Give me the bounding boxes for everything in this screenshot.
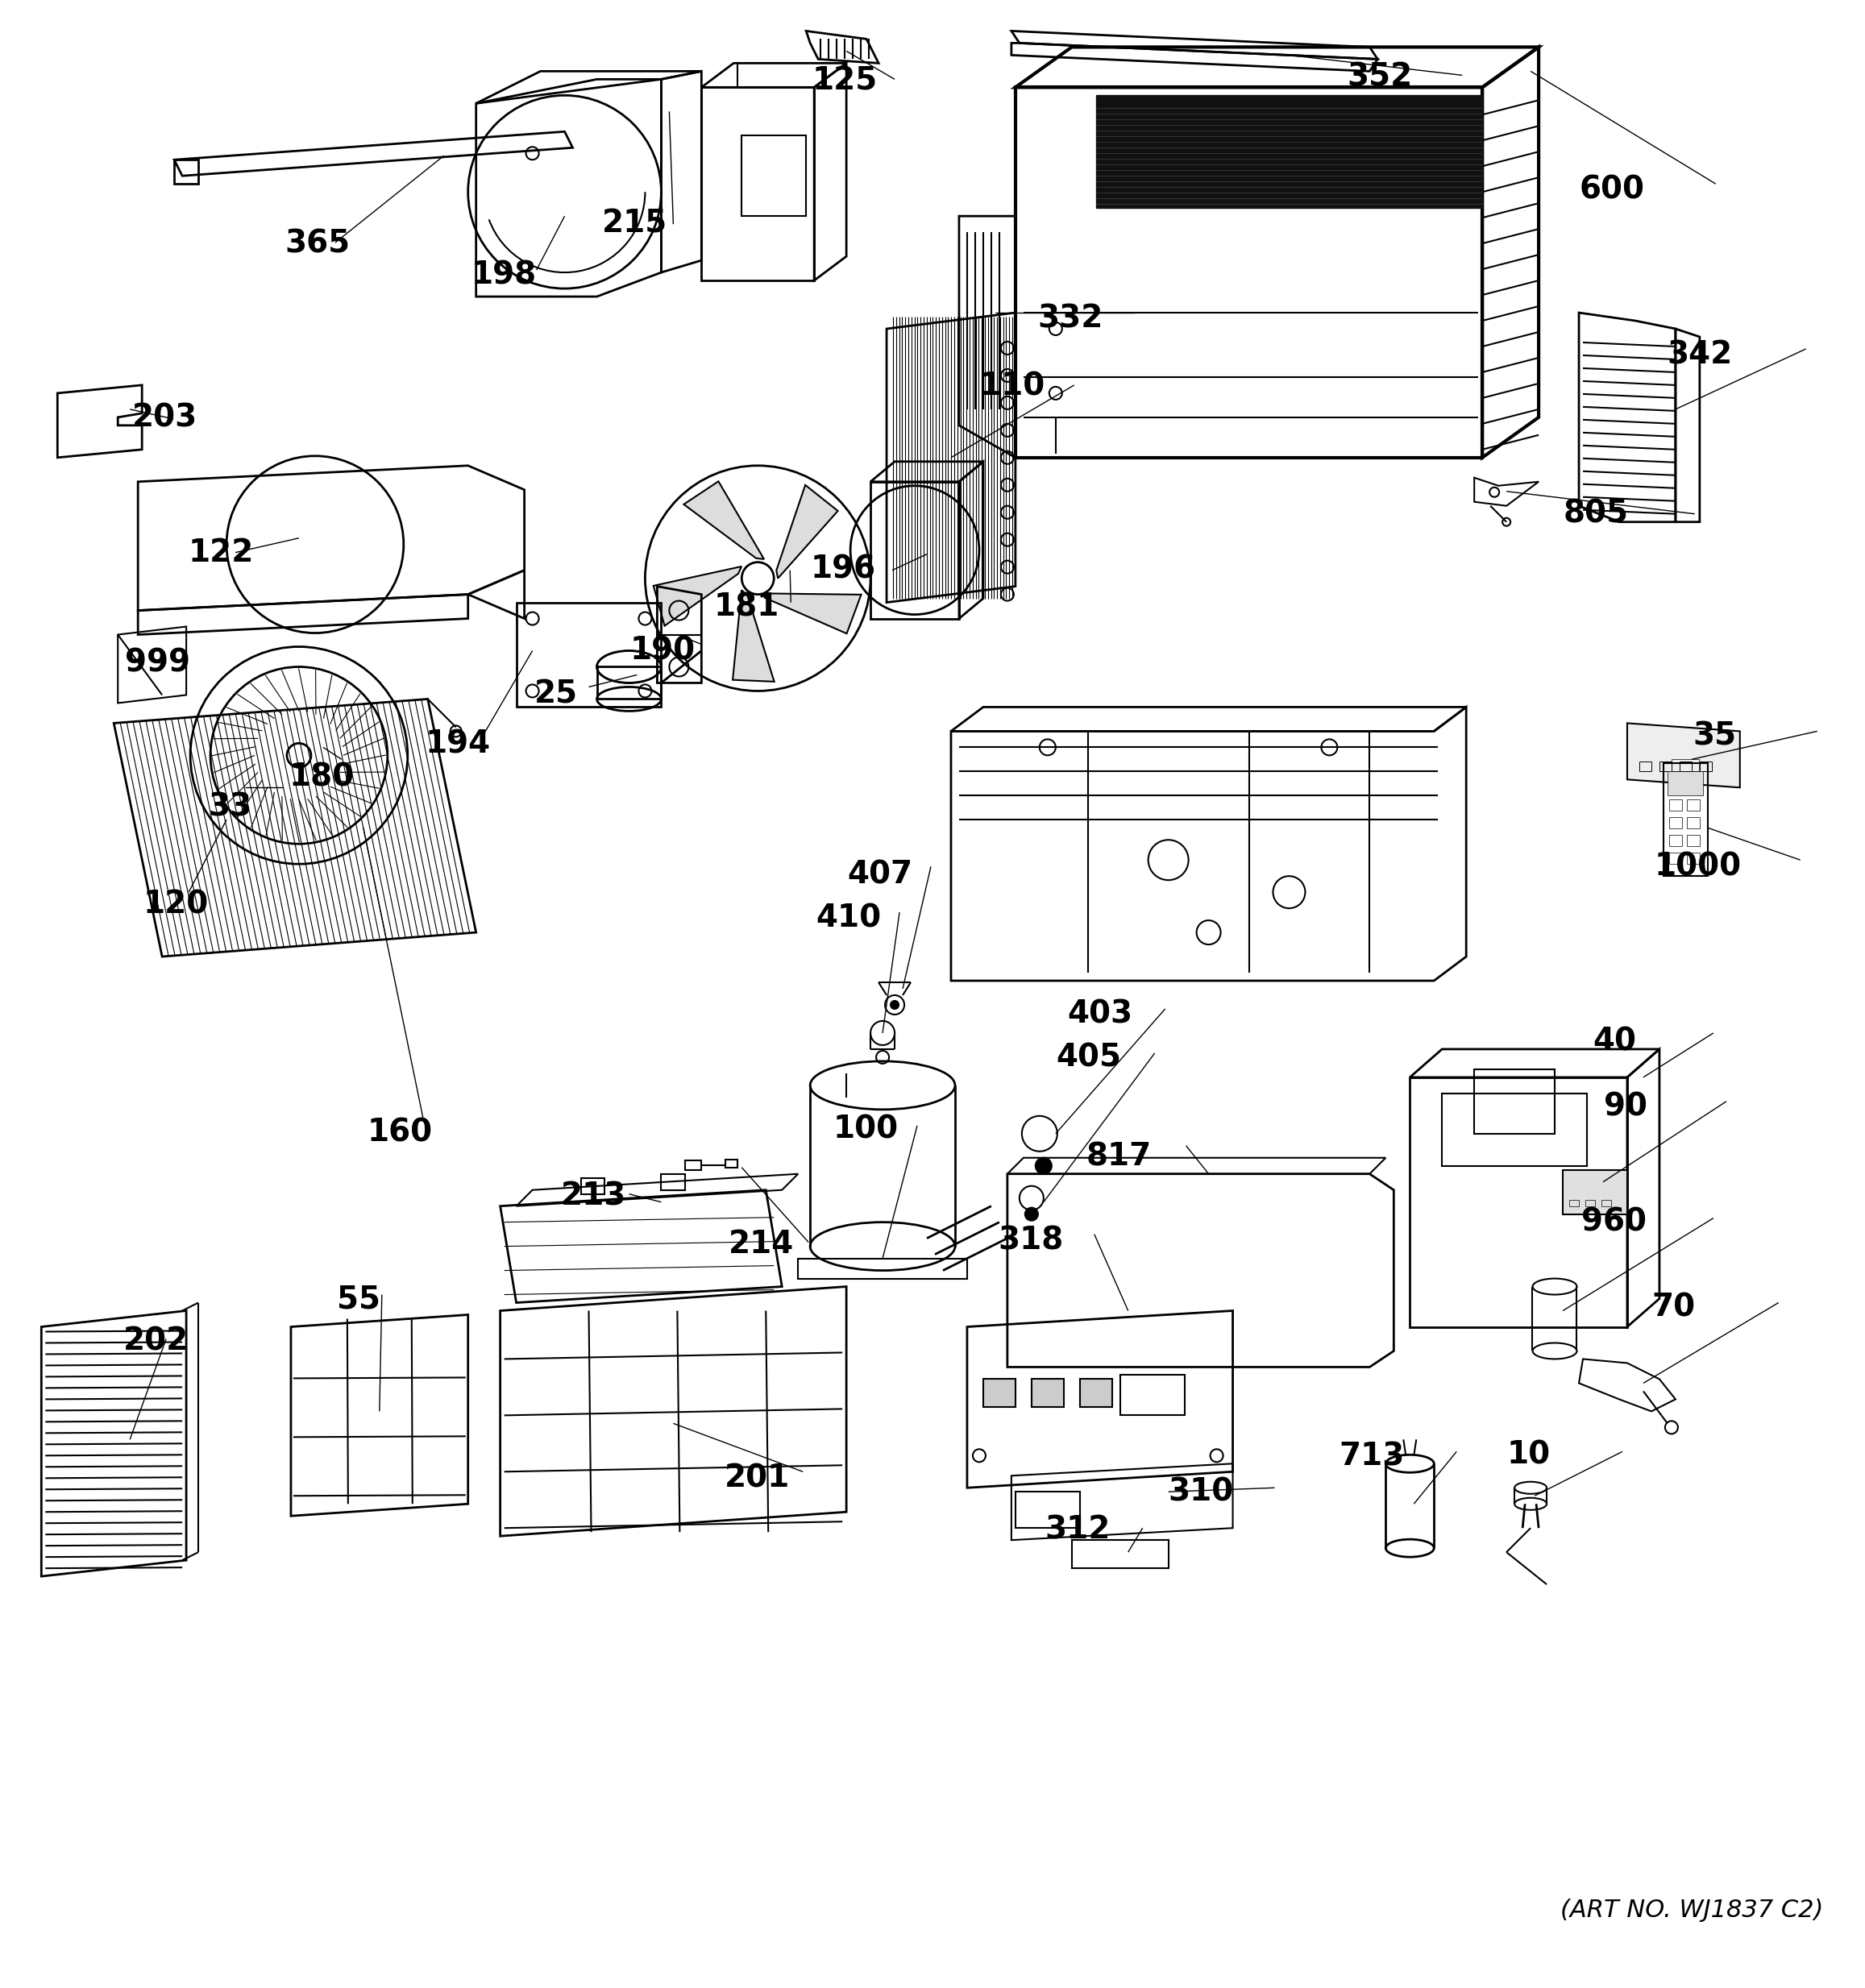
Text: 215: 215: [602, 209, 668, 239]
Text: 125: 125: [813, 66, 878, 95]
Text: 40: 40: [1593, 1026, 1636, 1058]
Text: 198: 198: [472, 260, 537, 290]
Text: 713: 713: [1339, 1441, 1404, 1471]
Text: 10: 10: [1507, 1439, 1550, 1469]
Text: 196: 196: [811, 555, 877, 584]
Text: 332: 332: [1037, 304, 1102, 334]
Text: 33: 33: [209, 791, 252, 823]
Bar: [983, 1380, 1015, 1408]
Text: 999: 999: [125, 646, 190, 678]
Polygon shape: [1626, 724, 1740, 787]
Bar: [1671, 759, 1699, 771]
Text: 407: 407: [849, 859, 914, 891]
Text: 100: 100: [834, 1113, 899, 1145]
Text: 122: 122: [188, 539, 254, 569]
Bar: [1080, 1380, 1112, 1408]
Text: 120: 120: [144, 889, 209, 920]
Text: 817: 817: [1085, 1141, 1151, 1173]
Text: 35: 35: [1693, 720, 1736, 751]
Circle shape: [1026, 1207, 1039, 1221]
Bar: [1585, 1199, 1595, 1207]
Text: 194: 194: [425, 728, 490, 759]
Circle shape: [1035, 1157, 1052, 1173]
Bar: [798, 1258, 968, 1278]
Text: 190: 190: [630, 636, 696, 666]
Text: 365: 365: [285, 229, 351, 258]
Bar: [1664, 763, 1708, 877]
Bar: [1669, 835, 1682, 847]
Polygon shape: [1097, 95, 1483, 209]
Bar: [1669, 853, 1682, 865]
Bar: [1686, 853, 1699, 865]
Bar: [1686, 799, 1699, 811]
Bar: [1699, 761, 1712, 771]
Text: (ART NO. WJ1837 C2): (ART NO. WJ1837 C2): [1561, 1899, 1824, 1922]
Bar: [1563, 1169, 1626, 1215]
Bar: [1602, 1199, 1611, 1207]
Bar: [1686, 781, 1699, 793]
Bar: [1442, 1093, 1587, 1165]
Circle shape: [891, 1000, 899, 1008]
Text: 805: 805: [1563, 499, 1628, 529]
Bar: [1121, 1376, 1184, 1415]
Text: 180: 180: [289, 761, 354, 793]
Text: 201: 201: [725, 1463, 791, 1493]
Text: 410: 410: [817, 903, 882, 934]
Bar: [1686, 835, 1699, 847]
Text: 181: 181: [714, 592, 780, 622]
Bar: [1639, 761, 1651, 771]
Bar: [1473, 1070, 1555, 1133]
Bar: [1660, 761, 1671, 771]
Polygon shape: [653, 567, 742, 626]
Text: 213: 213: [561, 1181, 627, 1213]
Text: 55: 55: [338, 1284, 380, 1316]
Polygon shape: [776, 485, 837, 579]
Bar: [1669, 817, 1682, 829]
Bar: [1072, 1541, 1167, 1569]
Bar: [1680, 761, 1692, 771]
Text: 1000: 1000: [1654, 851, 1742, 883]
Text: 202: 202: [123, 1326, 188, 1356]
Text: 310: 310: [1167, 1477, 1233, 1507]
Text: 90: 90: [1604, 1091, 1647, 1123]
Bar: [580, 1179, 604, 1195]
Text: 70: 70: [1652, 1292, 1695, 1324]
Polygon shape: [684, 481, 765, 559]
Bar: [684, 1161, 701, 1169]
Text: 600: 600: [1580, 175, 1645, 205]
Text: 405: 405: [1056, 1042, 1121, 1074]
Text: 214: 214: [729, 1229, 794, 1260]
Text: 318: 318: [998, 1225, 1063, 1256]
Text: 110: 110: [979, 372, 1046, 402]
Bar: [725, 1159, 739, 1167]
Text: 25: 25: [535, 678, 578, 710]
Text: 960: 960: [1582, 1207, 1647, 1239]
Text: 160: 160: [367, 1117, 433, 1149]
Polygon shape: [765, 594, 862, 634]
Bar: [1031, 1380, 1063, 1408]
Bar: [1669, 781, 1682, 793]
Bar: [1568, 1199, 1580, 1207]
Bar: [1686, 817, 1699, 829]
Bar: [1667, 771, 1703, 795]
Bar: [742, 135, 806, 217]
Text: 203: 203: [132, 404, 198, 433]
Text: 312: 312: [1044, 1515, 1110, 1545]
Polygon shape: [733, 590, 774, 682]
Bar: [1015, 1491, 1080, 1529]
Text: 342: 342: [1667, 340, 1733, 370]
Bar: [662, 1173, 684, 1191]
Bar: [1669, 799, 1682, 811]
Text: 352: 352: [1347, 62, 1412, 91]
Text: 403: 403: [1067, 998, 1132, 1030]
